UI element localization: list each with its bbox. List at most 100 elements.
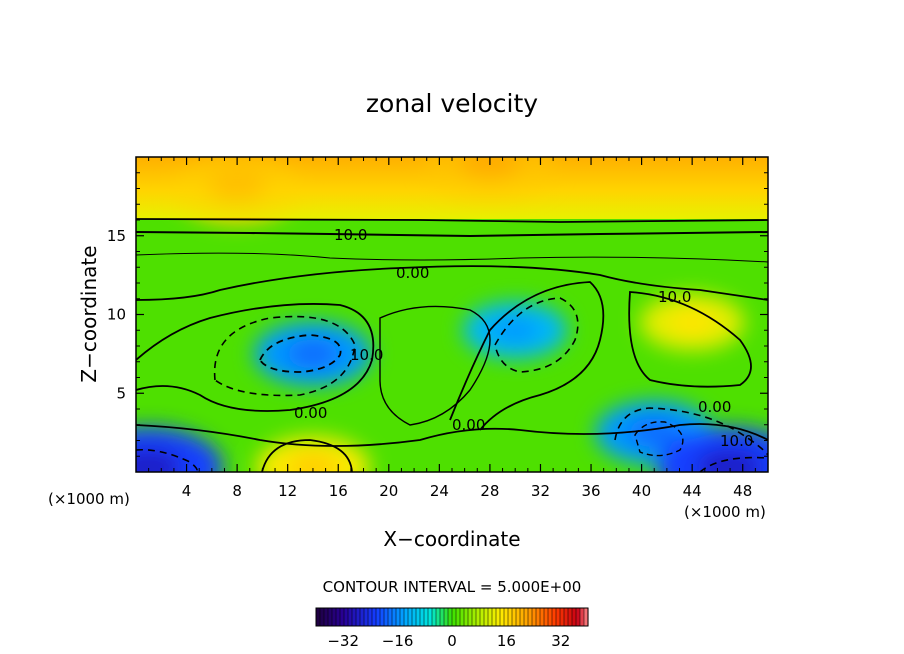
colorbar-segment (352, 608, 357, 626)
contour-label: 10.0 (334, 226, 367, 244)
colorbar-segment (540, 608, 545, 626)
colorbar-segment (584, 608, 589, 626)
colorbar-segment (408, 608, 413, 626)
colorbar-segment (324, 608, 329, 626)
colorbar-segment (564, 608, 569, 626)
colorbar-segment (548, 608, 553, 626)
contour-label: 10.0 (350, 346, 383, 364)
colorbar-segment (484, 608, 489, 626)
colorbar-segment (432, 608, 437, 626)
x-tick-label: 24 (430, 482, 449, 500)
colorbar-segment (556, 608, 561, 626)
contour-label: 0.00 (294, 404, 327, 422)
field-feature-core (696, 449, 764, 472)
colorbar-tick-label: 16 (497, 632, 516, 650)
colorbar-segment (340, 608, 345, 626)
x-tick-label: 16 (329, 482, 348, 500)
field-feature-core (627, 418, 681, 448)
x-tick-label: 4 (182, 482, 192, 500)
contour-label: 0.00 (452, 416, 485, 434)
contour-line (136, 265, 768, 301)
colorbar-frame (315, 607, 589, 627)
colorbar-segment (376, 608, 381, 626)
colorbar-segment (492, 608, 497, 626)
colorbar-segment (568, 608, 573, 626)
colorbar-segment (428, 608, 433, 626)
colorbar-segment (536, 608, 541, 626)
x-tick-label: 32 (531, 482, 550, 500)
x-axis-unit-left: (×1000 m) (48, 490, 130, 508)
colorbar-segment (360, 608, 365, 626)
colorbar-segment (336, 608, 341, 626)
colorbar-segment (316, 608, 321, 626)
colorbar-segment (424, 608, 429, 626)
x-tick-label: 28 (480, 482, 499, 500)
colorbar-segment (392, 608, 397, 626)
field-feature-core (287, 453, 339, 472)
contour-line (449, 281, 605, 431)
colorbar-segment (332, 608, 337, 626)
x-axis-unit-right: (×1000 m) (684, 503, 766, 521)
x-tick-label: 8 (232, 482, 242, 500)
colorbar-segment (488, 608, 493, 626)
colorbar-tick-label: −16 (382, 632, 414, 650)
x-tick-label: 12 (278, 482, 297, 500)
colorbar-segment (328, 608, 333, 626)
colorbar-segment (400, 608, 405, 626)
contour-label: 0.00 (396, 264, 429, 282)
colorbar-segment (384, 608, 389, 626)
contour-line (136, 303, 375, 412)
y-tick-label: 5 (116, 384, 126, 402)
colorbar-segment (576, 608, 581, 626)
colorbar-segment (412, 608, 417, 626)
colorbar-segment (388, 608, 393, 626)
colorbar-segment (496, 608, 501, 626)
colorbar-segment (456, 608, 461, 626)
colorbar-segment (504, 608, 509, 626)
x-tick-label: 20 (379, 482, 398, 500)
x-tick-label: 40 (632, 482, 651, 500)
colorbar-tick-label: −32 (327, 632, 359, 650)
colorbar-segment (356, 608, 361, 626)
contour-labels: 10.0 0.00 10.0 10.0 0.00 0.00 0.00 10.0 (294, 226, 753, 450)
colorbar-segment (520, 608, 525, 626)
colorbar-segment (344, 608, 349, 626)
x-axis: 4 8 12 16 20 24 28 32 36 40 44 48 (148, 157, 756, 500)
colorbar-segment (420, 608, 425, 626)
colorbar-segment (380, 608, 385, 626)
colorbar-segment (404, 608, 409, 626)
contour-line (136, 423, 768, 447)
colorbar-segment (460, 608, 465, 626)
colorbar-segment (368, 608, 373, 626)
contour-label: 10.0 (720, 432, 753, 450)
contour-line (136, 448, 198, 472)
contour-line (379, 305, 491, 426)
field-feature-core (668, 309, 716, 336)
colorbar-segment (372, 608, 377, 626)
contour-line (261, 439, 353, 472)
colorbar-segment (448, 608, 453, 626)
colorbar-segment (476, 608, 481, 626)
colorbar-segment (464, 608, 469, 626)
colorbar-segment (468, 608, 473, 626)
contour-line (136, 218, 768, 223)
colorbar-segment (364, 608, 369, 626)
x-tick-label: 48 (733, 482, 752, 500)
colorbar-segment (544, 608, 549, 626)
contour-line (258, 334, 342, 373)
colorbar-segment (440, 608, 445, 626)
x-tick-label: 36 (581, 482, 600, 500)
colorbar-segment (320, 608, 325, 626)
colorbar-segment (348, 608, 353, 626)
y-tick-label: 10 (107, 306, 126, 324)
colorbar-segment (524, 608, 529, 626)
colorbar-segment (444, 608, 449, 626)
contour-line (614, 407, 768, 456)
colorbar-segment (572, 608, 577, 626)
field-feature-core (136, 449, 183, 472)
field-feature-core (286, 339, 340, 369)
colorbar-segment (560, 608, 565, 626)
colorbar-segment (580, 608, 585, 626)
contour-line (699, 456, 768, 472)
